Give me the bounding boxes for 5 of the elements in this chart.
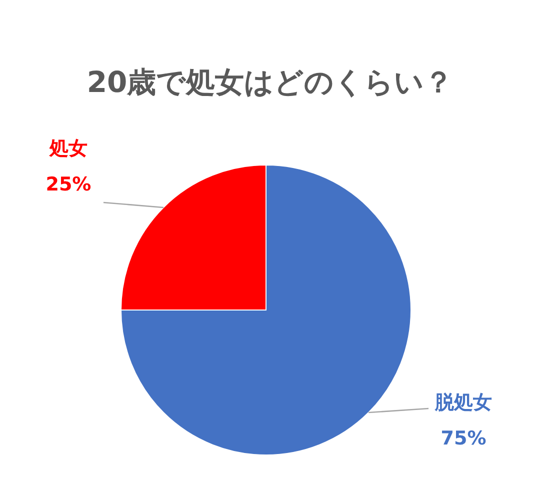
- data-label: 25%: [46, 173, 92, 196]
- slice-label: 脱処女: [434, 392, 492, 414]
- data-label: 75%: [440, 428, 486, 450]
- slice-label: 処女: [48, 137, 88, 160]
- chart-title: 20歳で処女はどのくらい？: [86, 65, 454, 99]
